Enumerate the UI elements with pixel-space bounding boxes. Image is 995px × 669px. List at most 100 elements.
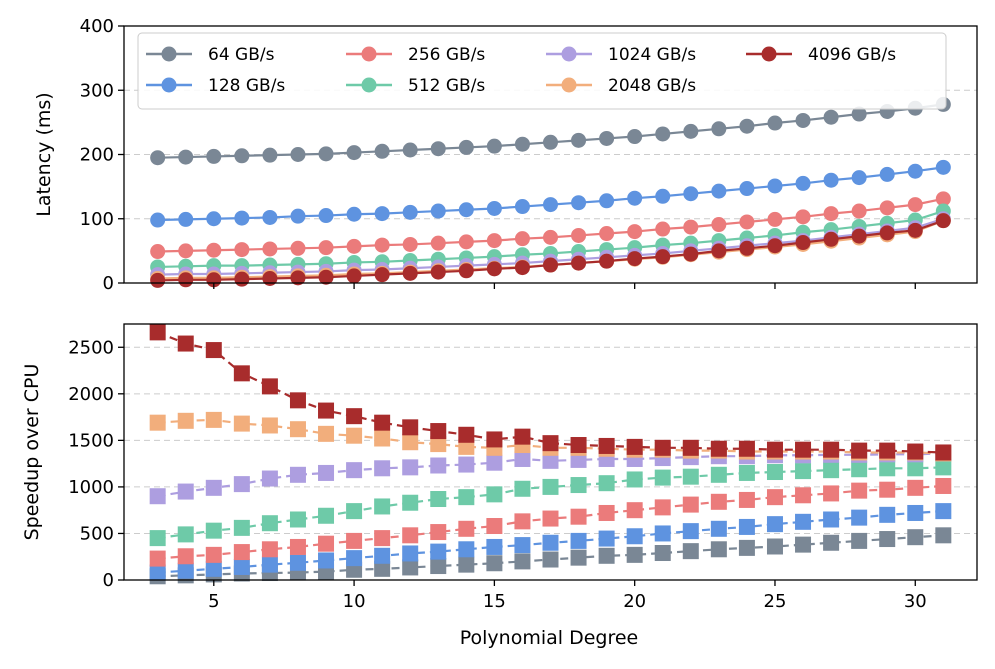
data-point [514,231,530,247]
data-point [542,534,559,551]
data-point [738,518,755,535]
data-point [458,489,475,506]
data-point [177,412,194,429]
data-point [514,199,530,215]
data-point [627,251,643,267]
data-point [262,209,278,225]
series-4096-gb-s [149,324,952,461]
data-point [458,456,475,473]
data-point [150,272,166,288]
data-point [458,438,475,455]
data-point [289,511,306,528]
data-point [795,536,812,553]
data-point [823,172,839,188]
data-point [683,123,699,139]
data-point [177,335,194,352]
data-point [458,541,475,558]
data-point [795,209,811,225]
data-point [935,459,952,476]
data-point [486,261,502,277]
data-point [430,264,446,280]
data-point [318,402,335,419]
data-point [178,211,194,227]
legend-marker [361,46,377,62]
data-point [486,518,503,535]
data-point [149,488,166,505]
data-point [234,148,250,164]
data-point [738,491,755,508]
x-tick-label: 15 [483,591,506,612]
data-point [486,538,503,555]
data-point [374,206,390,222]
data-point [739,214,755,230]
data-point [346,238,362,254]
data-point [935,213,951,229]
data-point [346,145,362,161]
data-point [514,513,531,530]
data-point [570,437,587,454]
data-point [598,475,615,492]
series-512-gb-s [149,459,952,547]
data-point [879,481,896,498]
data-point [739,240,755,256]
data-point [514,480,531,497]
data-point [262,241,278,257]
data-point [177,548,194,565]
data-point [626,438,643,455]
data-point [458,520,475,537]
data-point [907,479,924,496]
data-point [795,441,812,458]
legend-marker [361,77,377,93]
y-tick-label: 300 [80,80,114,101]
legend-label: 2048 GB/s [608,76,696,96]
data-point [767,178,783,194]
data-point [626,528,643,545]
data-point [543,229,558,245]
data-point [851,228,867,244]
data-point [711,243,727,259]
data-point [206,211,222,227]
data-point [542,478,559,495]
y-tick-label: 0 [103,273,114,294]
data-point [935,477,952,494]
data-point [430,524,447,541]
data-point [766,464,783,481]
data-point [823,485,840,502]
data-point [627,129,643,145]
data-point [710,440,727,457]
data-point [346,462,363,479]
legend-entry: 4096 GB/s [746,45,896,65]
data-point [879,166,895,182]
data-point [374,460,391,477]
data-point [598,504,615,521]
data-point [514,428,531,445]
data-point [543,257,558,273]
data-point [402,419,419,436]
legend-label: 1024 GB/s [608,45,696,65]
data-point [149,564,166,581]
data-point [935,503,952,520]
data-point [289,554,306,571]
data-point [851,532,868,549]
data-point [683,246,699,262]
x-tick-label: 30 [904,591,927,612]
data-point [318,240,334,256]
axes-frame [123,323,978,581]
data-point [571,227,587,243]
data-point [571,195,587,211]
data-point [149,414,166,431]
data-point [654,545,671,562]
data-point [935,527,952,544]
data-point [851,461,868,478]
data-point [486,431,503,448]
data-point [458,202,474,218]
data-point [654,499,671,516]
data-point [570,508,587,525]
data-point [682,543,699,560]
data-point [402,559,419,576]
data-point [458,234,474,250]
legend-marker [761,46,777,62]
data-point [430,423,447,440]
data-point [823,441,840,458]
data-point [907,460,924,477]
